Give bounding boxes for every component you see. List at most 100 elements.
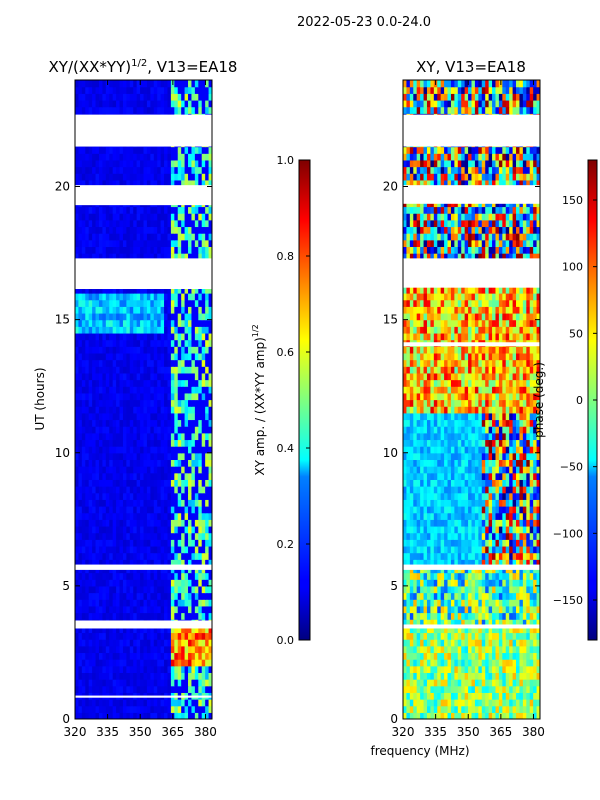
heatmap-cell bbox=[194, 599, 199, 607]
heatmap-cell bbox=[140, 559, 145, 567]
heatmap-cell bbox=[129, 386, 134, 394]
heatmap-cell bbox=[403, 645, 408, 654]
heatmap-cell bbox=[184, 439, 189, 447]
heatmap-cell bbox=[81, 379, 86, 387]
heatmap-cell bbox=[122, 93, 127, 101]
heatmap-cell bbox=[526, 559, 531, 567]
heatmap-cell bbox=[88, 399, 93, 407]
heatmap-cell bbox=[194, 372, 199, 381]
colorbar-tick-label: 0.4 bbox=[277, 442, 295, 455]
heatmap-cell bbox=[177, 579, 182, 587]
heatmap-cell bbox=[78, 299, 83, 307]
heatmap-cell bbox=[75, 286, 80, 294]
heatmap-cell bbox=[160, 379, 165, 387]
heatmap-cell bbox=[98, 339, 103, 347]
heatmap-cell bbox=[191, 592, 196, 600]
heatmap-cell bbox=[495, 712, 500, 719]
heatmap-cell bbox=[457, 559, 462, 567]
heatmap-cell bbox=[440, 672, 445, 680]
heatmap-cell bbox=[170, 326, 175, 334]
heatmap-cell bbox=[522, 672, 527, 680]
heatmap-cell bbox=[109, 679, 114, 687]
heatmap-cell bbox=[98, 639, 103, 647]
heatmap-cell bbox=[78, 599, 83, 607]
heatmap-cell bbox=[160, 86, 165, 94]
heatmap-cell bbox=[133, 645, 138, 654]
heatmap-cell bbox=[208, 106, 212, 114]
heatmap-cell bbox=[95, 253, 100, 261]
x-tick-label: 335 bbox=[96, 725, 119, 739]
heatmap-cell bbox=[81, 479, 86, 487]
heatmap-cell bbox=[150, 219, 155, 228]
heatmap-cell bbox=[522, 585, 527, 594]
heatmap-cell bbox=[78, 625, 83, 634]
heatmap-cell bbox=[160, 506, 165, 514]
heatmap-cell bbox=[133, 592, 138, 600]
heatmap-cell bbox=[191, 246, 196, 254]
heatmap-cell bbox=[122, 372, 127, 381]
heatmap-cell bbox=[75, 672, 80, 680]
heatmap-cell bbox=[444, 699, 449, 707]
heatmap-cell bbox=[174, 233, 179, 241]
heatmap-cell bbox=[164, 286, 169, 294]
heatmap-cell bbox=[205, 406, 210, 414]
heatmap-cell bbox=[526, 665, 531, 674]
heatmap-cell bbox=[406, 705, 411, 713]
heatmap-cell bbox=[181, 605, 186, 614]
heatmap-cell bbox=[102, 386, 107, 394]
heatmap-cell bbox=[140, 412, 145, 421]
heatmap-cell bbox=[112, 492, 117, 500]
heatmap-cell bbox=[474, 705, 479, 713]
heatmap-cell bbox=[177, 552, 182, 560]
heatmap-cell bbox=[153, 366, 158, 374]
heatmap-cell bbox=[88, 685, 93, 693]
heatmap-cell bbox=[198, 293, 203, 301]
heatmap-cell bbox=[88, 672, 93, 680]
heatmap-cell bbox=[416, 705, 421, 713]
heatmap-cell bbox=[464, 665, 469, 674]
heatmap-cell bbox=[140, 173, 145, 181]
heatmap-cell bbox=[529, 539, 534, 547]
heatmap-cell bbox=[153, 679, 158, 687]
heatmap-cell bbox=[95, 332, 100, 341]
heatmap-cell bbox=[201, 585, 206, 594]
heatmap-cell bbox=[88, 286, 93, 294]
heatmap-cell bbox=[167, 93, 172, 101]
heatmap-cell bbox=[98, 665, 103, 674]
heatmap-cell bbox=[406, 572, 411, 580]
heatmap-cell bbox=[102, 632, 107, 640]
heatmap-cell bbox=[188, 379, 193, 387]
heatmap-cell bbox=[194, 699, 199, 707]
heatmap-cell bbox=[509, 639, 514, 647]
amplitude-label-exponent: 1/2 bbox=[251, 324, 260, 337]
heatmap-cell bbox=[140, 525, 145, 534]
heatmap-cell bbox=[512, 679, 517, 687]
heatmap-cell bbox=[146, 246, 151, 254]
heatmap-cell bbox=[188, 319, 193, 327]
heatmap-cell bbox=[102, 226, 107, 234]
heatmap-cell bbox=[478, 585, 483, 594]
heatmap-cell bbox=[81, 519, 86, 527]
heatmap-cell bbox=[167, 532, 172, 540]
heatmap-cell bbox=[170, 452, 175, 461]
heatmap-cell bbox=[495, 545, 500, 554]
heatmap-cell bbox=[122, 326, 127, 334]
heatmap-cell bbox=[102, 339, 107, 347]
heatmap-cell bbox=[188, 366, 193, 374]
heatmap-cell bbox=[502, 599, 507, 607]
heatmap-cell bbox=[150, 699, 155, 707]
heatmap-cell bbox=[126, 352, 131, 361]
heatmap-cell bbox=[526, 679, 531, 687]
heatmap-cell bbox=[95, 359, 100, 367]
heatmap-cell bbox=[406, 605, 411, 614]
heatmap-cell bbox=[112, 512, 117, 520]
heatmap-cell bbox=[122, 426, 127, 434]
heatmap-cell bbox=[75, 226, 80, 234]
heatmap-cell bbox=[177, 226, 182, 234]
heatmap-cell bbox=[502, 692, 507, 700]
heatmap-cell bbox=[122, 219, 127, 228]
heatmap-cell bbox=[78, 452, 83, 461]
heatmap-cell bbox=[519, 692, 524, 700]
heatmap-cell bbox=[95, 306, 100, 314]
